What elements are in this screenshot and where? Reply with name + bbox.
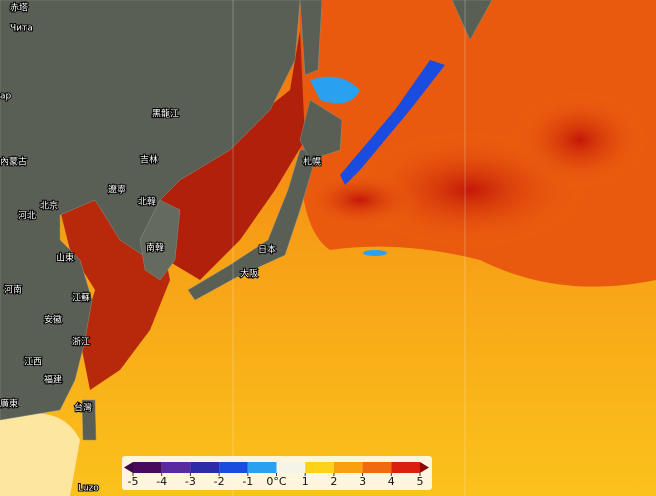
legend-segment bbox=[219, 462, 248, 473]
legend-tick-label: -3 bbox=[185, 475, 196, 488]
place-label: 福建 bbox=[44, 374, 62, 386]
place-label: 黑龍江 bbox=[152, 108, 179, 120]
legend-tick-label: 1 bbox=[302, 475, 309, 488]
legend-segment bbox=[190, 462, 220, 473]
place-label: 河南 bbox=[4, 284, 22, 296]
legend-tick-label: -4 bbox=[156, 475, 167, 488]
place-label: 山東 bbox=[56, 252, 74, 264]
place-label: Luzo bbox=[78, 484, 99, 494]
legend-tick-label: 5 bbox=[417, 475, 424, 488]
place-label: 北韓 bbox=[138, 197, 156, 208]
place-label: 江西 bbox=[24, 357, 42, 368]
legend-segment bbox=[333, 462, 363, 473]
place-label: 廣東 bbox=[0, 398, 18, 410]
place-label: Чита bbox=[10, 24, 33, 34]
place-label: 北京 bbox=[40, 200, 58, 212]
legend-segment bbox=[161, 462, 191, 473]
legend-tick-label: 4 bbox=[388, 475, 395, 488]
place-label: 台灣 bbox=[74, 402, 92, 414]
place-label: 江蘇 bbox=[72, 292, 90, 304]
place-label: 內蒙古 bbox=[0, 156, 27, 168]
place-label: 日本 bbox=[258, 244, 276, 256]
legend-tick-label: 3 bbox=[359, 475, 366, 488]
legend-tick-label: -1 bbox=[242, 475, 253, 488]
legend-segment bbox=[391, 462, 420, 473]
place-label: 遼寧 bbox=[108, 184, 126, 196]
legend-low bbox=[124, 462, 133, 473]
place-label: 赤塔 bbox=[10, 2, 28, 14]
legend-tick-label: 2 bbox=[330, 475, 337, 488]
place-label: 安徽 bbox=[44, 314, 62, 326]
graticule bbox=[232, 0, 466, 496]
legend-tick-label: 0°C bbox=[266, 475, 286, 488]
place-label: 河北 bbox=[18, 210, 36, 222]
place-label: 札幌 bbox=[303, 156, 321, 168]
legend-tick-label: -2 bbox=[214, 475, 225, 488]
place-label: 吉林 bbox=[140, 154, 158, 166]
legend-segment bbox=[247, 462, 277, 473]
legend-high bbox=[420, 462, 429, 473]
legend: -5 -4 -3 -2 -1 0°C 1 2 3 4 5 bbox=[122, 456, 432, 490]
place-label: 南韓 bbox=[146, 242, 164, 254]
place-label: 浙江 bbox=[72, 336, 90, 348]
legend-segment bbox=[276, 462, 306, 473]
land bbox=[0, 0, 493, 441]
place-label: ap bbox=[0, 92, 12, 102]
legend-segment bbox=[305, 462, 334, 473]
legend-segment bbox=[133, 462, 162, 473]
legend-tick-label: -5 bbox=[128, 475, 139, 488]
legend-segment bbox=[362, 462, 392, 473]
place-label: 大阪 bbox=[240, 268, 258, 280]
